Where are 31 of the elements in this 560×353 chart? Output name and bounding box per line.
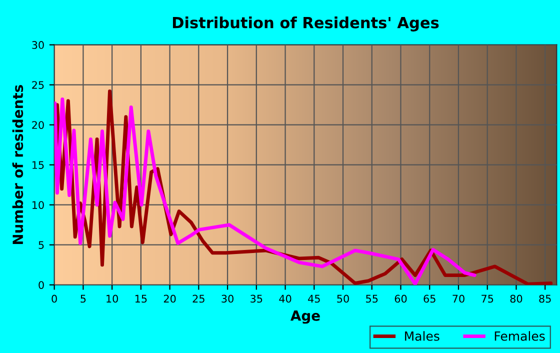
x-tick-label: 70 [452, 294, 464, 303]
y-axis-title: Number of residents [12, 85, 24, 244]
y-tick-label: 25 [32, 81, 44, 89]
x-tick-label: 30 [222, 294, 234, 303]
x-tick-label: 50 [337, 294, 349, 303]
x-tick-label: 35 [250, 294, 262, 303]
y-tick-label: 20 [32, 121, 44, 129]
x-tick-label: 75 [482, 294, 494, 303]
x-tick-label: 0 [52, 294, 57, 303]
x-tick-label: 25 [192, 294, 204, 303]
x-tick-label: 45 [308, 294, 320, 303]
x-tick-label: 85 [539, 294, 551, 303]
x-tick-label: 10 [106, 294, 118, 303]
y-tick-label: 5 [38, 241, 44, 249]
x-tick-label: 60 [394, 294, 407, 303]
x-axis-title: Age [290, 310, 320, 324]
y-tick-label: 0 [38, 281, 44, 289]
x-tick-label: 80 [510, 294, 522, 303]
legend-label: Females [494, 331, 545, 341]
x-tick-label: 55 [366, 294, 378, 303]
x-tick-label: 20 [164, 294, 176, 303]
x-tick-label: 65 [424, 294, 436, 303]
y-tick-label: 30 [32, 41, 44, 49]
y-tick-label: 10 [32, 201, 44, 209]
x-tick-label: 5 [80, 294, 86, 303]
chart-title: Distribution of Residents' Ages [172, 16, 439, 32]
y-tick-label: 15 [32, 161, 44, 169]
x-tick-label: 15 [135, 294, 147, 303]
x-tick-label: 40 [279, 294, 292, 303]
legend-label: Males [405, 331, 440, 341]
line-series [54, 98, 476, 285]
